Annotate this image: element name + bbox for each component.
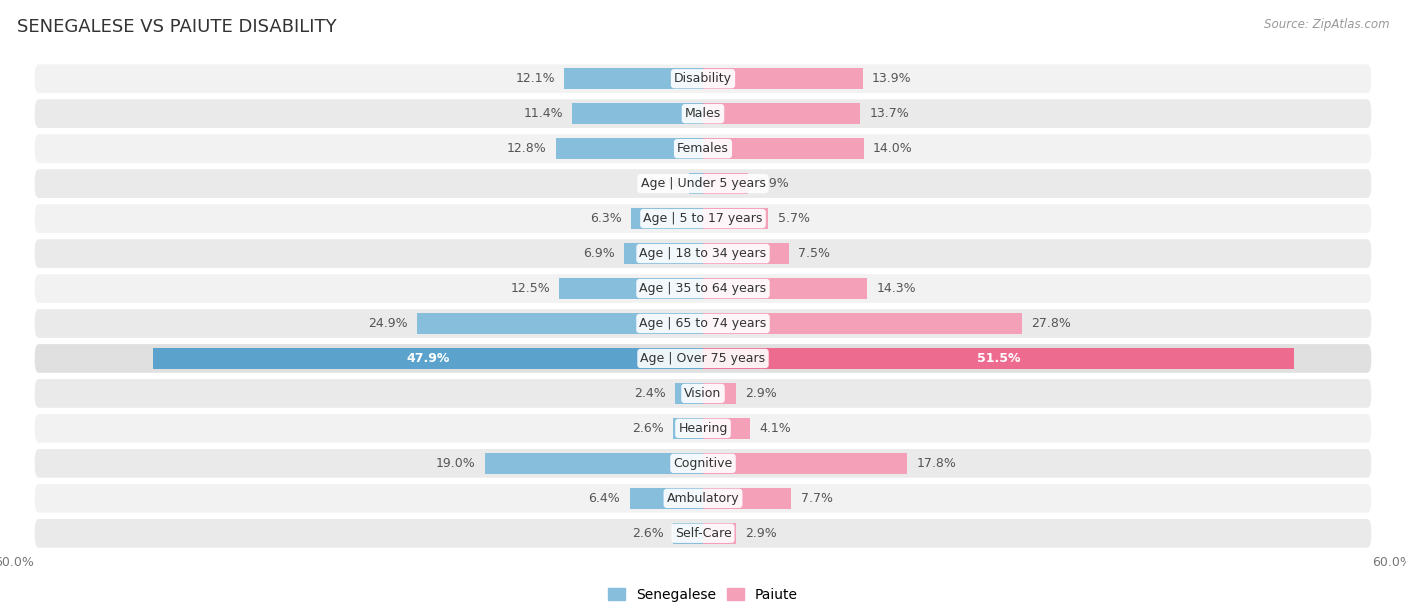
FancyBboxPatch shape (35, 379, 1371, 408)
Text: 6.4%: 6.4% (589, 492, 620, 505)
FancyBboxPatch shape (35, 134, 1371, 163)
FancyBboxPatch shape (35, 519, 1371, 548)
Text: 24.9%: 24.9% (368, 317, 408, 330)
Text: Age | 35 to 64 years: Age | 35 to 64 years (640, 282, 766, 295)
Legend: Senegalese, Paiute: Senegalese, Paiute (603, 583, 803, 608)
Text: Disability: Disability (673, 72, 733, 85)
Text: 47.9%: 47.9% (406, 352, 450, 365)
Text: 13.7%: 13.7% (869, 107, 910, 120)
Bar (703, 278, 868, 299)
Bar (675, 383, 703, 404)
Bar (703, 313, 1022, 334)
Bar (703, 103, 860, 124)
Bar (703, 348, 1295, 369)
Text: Hearing: Hearing (678, 422, 728, 435)
Bar (485, 453, 703, 474)
Text: Age | 18 to 34 years: Age | 18 to 34 years (640, 247, 766, 260)
Text: 14.0%: 14.0% (873, 142, 912, 155)
FancyBboxPatch shape (35, 484, 1371, 513)
Text: Males: Males (685, 107, 721, 120)
FancyBboxPatch shape (35, 204, 1371, 233)
Bar (703, 523, 737, 544)
Bar (703, 173, 748, 194)
Text: 14.3%: 14.3% (876, 282, 915, 295)
Text: Age | 5 to 17 years: Age | 5 to 17 years (644, 212, 762, 225)
Text: 3.9%: 3.9% (756, 177, 789, 190)
Text: Age | 65 to 74 years: Age | 65 to 74 years (640, 317, 766, 330)
FancyBboxPatch shape (35, 64, 1371, 93)
FancyBboxPatch shape (35, 274, 1371, 303)
Text: 11.4%: 11.4% (523, 107, 562, 120)
Bar (673, 418, 703, 439)
Text: 12.8%: 12.8% (508, 142, 547, 155)
Text: 27.8%: 27.8% (1032, 317, 1071, 330)
Bar (703, 488, 792, 509)
Bar (689, 173, 703, 194)
Bar (153, 348, 703, 369)
Text: Vision: Vision (685, 387, 721, 400)
Text: 13.9%: 13.9% (872, 72, 911, 85)
Bar (624, 243, 703, 264)
Text: 2.9%: 2.9% (745, 527, 778, 540)
FancyBboxPatch shape (35, 309, 1371, 338)
Text: 7.5%: 7.5% (799, 247, 831, 260)
FancyBboxPatch shape (35, 449, 1371, 478)
Bar (673, 523, 703, 544)
Bar (703, 138, 863, 159)
Bar (631, 208, 703, 229)
Bar (555, 138, 703, 159)
Text: Cognitive: Cognitive (673, 457, 733, 470)
Text: Source: ZipAtlas.com: Source: ZipAtlas.com (1264, 18, 1389, 31)
Text: 17.8%: 17.8% (917, 457, 956, 470)
Text: 2.6%: 2.6% (633, 422, 664, 435)
Text: 51.5%: 51.5% (977, 352, 1021, 365)
Bar (703, 453, 907, 474)
Text: Ambulatory: Ambulatory (666, 492, 740, 505)
FancyBboxPatch shape (35, 239, 1371, 268)
FancyBboxPatch shape (35, 170, 1371, 198)
Text: 2.9%: 2.9% (745, 387, 778, 400)
Bar (703, 383, 737, 404)
Text: 6.9%: 6.9% (583, 247, 614, 260)
Bar (572, 103, 703, 124)
Text: 7.7%: 7.7% (800, 492, 832, 505)
Text: 1.2%: 1.2% (648, 177, 681, 190)
Bar (564, 68, 703, 89)
Text: 12.1%: 12.1% (515, 72, 555, 85)
Text: 2.4%: 2.4% (634, 387, 666, 400)
Text: SENEGALESE VS PAIUTE DISABILITY: SENEGALESE VS PAIUTE DISABILITY (17, 18, 336, 36)
Bar (703, 68, 863, 89)
Bar (418, 313, 703, 334)
FancyBboxPatch shape (35, 344, 1371, 373)
Text: 12.5%: 12.5% (510, 282, 550, 295)
Bar (630, 488, 703, 509)
Bar (703, 208, 769, 229)
Bar (560, 278, 703, 299)
Bar (703, 418, 749, 439)
Text: 6.3%: 6.3% (589, 212, 621, 225)
FancyBboxPatch shape (35, 414, 1371, 442)
Text: Age | Under 5 years: Age | Under 5 years (641, 177, 765, 190)
Text: 5.7%: 5.7% (778, 212, 810, 225)
Text: 2.6%: 2.6% (633, 527, 664, 540)
Text: Age | Over 75 years: Age | Over 75 years (641, 352, 765, 365)
Text: 4.1%: 4.1% (759, 422, 792, 435)
FancyBboxPatch shape (35, 99, 1371, 128)
Bar (703, 243, 789, 264)
Text: Self-Care: Self-Care (675, 527, 731, 540)
Text: Females: Females (678, 142, 728, 155)
Text: 19.0%: 19.0% (436, 457, 475, 470)
